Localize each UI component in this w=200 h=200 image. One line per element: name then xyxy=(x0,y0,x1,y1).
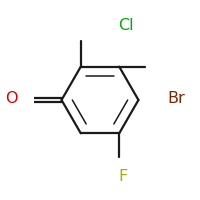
Text: F: F xyxy=(118,169,127,184)
Text: Br: Br xyxy=(167,91,185,106)
Text: Cl: Cl xyxy=(118,18,133,33)
Text: O: O xyxy=(5,91,18,106)
